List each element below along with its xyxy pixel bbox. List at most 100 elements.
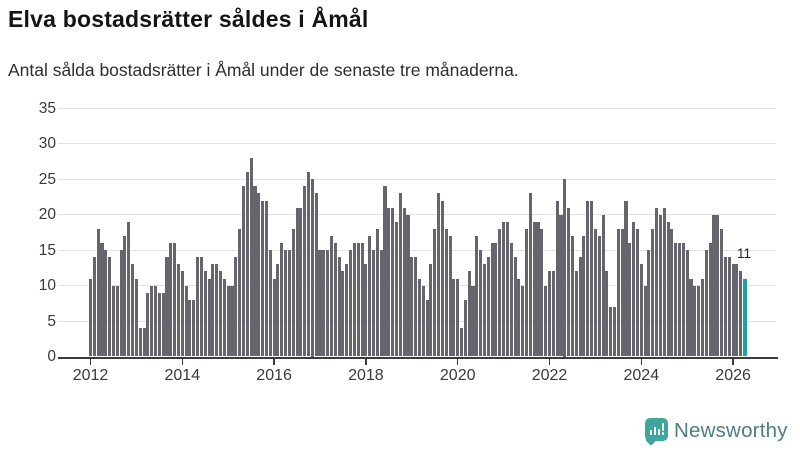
bar: [303, 186, 307, 357]
bar: [417, 278, 421, 357]
bar: [459, 328, 464, 357]
x-axis-tick: [365, 359, 367, 365]
y-axis-tick-label: 0: [47, 348, 56, 365]
bar: [727, 257, 731, 357]
bar: [712, 214, 716, 357]
bar: [632, 221, 636, 357]
x-axis-tick: [273, 359, 275, 365]
bar: [192, 299, 196, 357]
bar: [479, 250, 483, 357]
bar: [440, 200, 444, 357]
y-axis-tick-label: 15: [38, 241, 56, 259]
x-axis-tick: [640, 359, 643, 365]
bar: [521, 285, 525, 357]
bar: [570, 235, 574, 357]
bar: [241, 186, 246, 357]
gridline: [58, 249, 776, 251]
bar: [410, 257, 414, 357]
bar: [157, 292, 161, 357]
bar: [586, 200, 590, 357]
bar: [276, 264, 280, 357]
bar: [555, 200, 559, 357]
bar: [421, 285, 425, 357]
bar: [448, 235, 452, 357]
bar: [203, 271, 207, 357]
bar: [268, 250, 272, 357]
bar: [655, 207, 659, 357]
bar: [196, 257, 200, 357]
bar: [563, 179, 567, 357]
mini-bar-icon: [649, 430, 653, 435]
bar: [199, 257, 203, 357]
x-axis-line: [58, 356, 778, 359]
bar: [394, 221, 399, 357]
x-axis-tick-label: 2022: [531, 366, 568, 384]
bar: [123, 235, 127, 357]
bar: [651, 228, 655, 357]
bar: [704, 250, 708, 357]
bar: [352, 243, 356, 357]
bar: [88, 278, 93, 357]
bar: [567, 207, 571, 357]
bar: [582, 235, 586, 357]
bar: [173, 243, 177, 357]
bar: [131, 264, 135, 357]
bar: [345, 264, 349, 357]
x-axis-tick: [89, 359, 92, 365]
gridline: [58, 107, 776, 109]
y-axis-tick-label: 10: [38, 277, 56, 295]
bar: [280, 243, 284, 357]
bar: [306, 172, 311, 357]
bar: [444, 228, 448, 357]
gridline: [58, 214, 776, 216]
bar: [482, 264, 487, 357]
bar: [620, 228, 624, 357]
bar: [708, 243, 712, 357]
bar: [138, 328, 142, 357]
bar: [505, 221, 509, 357]
bar: [547, 271, 552, 357]
bar: [731, 264, 735, 357]
bar: [467, 271, 471, 357]
bar: [494, 243, 498, 357]
bar: [142, 328, 146, 357]
bar: [414, 257, 418, 357]
bar: [329, 235, 334, 357]
bar: [578, 257, 582, 357]
bar: [146, 292, 150, 357]
bar: [161, 292, 165, 357]
bar: [119, 250, 123, 357]
bar: [127, 221, 131, 357]
y-axis-tick-label: 25: [38, 170, 56, 188]
bar: [612, 306, 617, 357]
bar: [245, 172, 249, 357]
bar: [437, 193, 441, 357]
bar: [165, 257, 169, 357]
bar: [360, 243, 364, 357]
bar: [689, 278, 693, 357]
bar: [616, 228, 620, 357]
bar: [402, 207, 406, 357]
bar: [716, 214, 720, 357]
bar: [559, 214, 563, 357]
bar: [111, 285, 115, 357]
bar: [341, 271, 345, 357]
x-axis-tick-label: 2020: [439, 366, 476, 384]
bar: [219, 271, 223, 357]
x-axis-tick: [181, 359, 184, 365]
bar: [593, 228, 597, 357]
bar: [249, 157, 253, 357]
bar: [372, 250, 376, 357]
bar: [681, 243, 685, 357]
bar: [153, 285, 158, 357]
bar: [536, 221, 540, 357]
bar: [134, 278, 138, 357]
bar: [678, 243, 682, 357]
bar: [387, 207, 391, 357]
bar: [574, 271, 578, 357]
bar: [700, 278, 705, 357]
bar: [337, 257, 341, 357]
bar: [674, 243, 678, 357]
bar: [525, 228, 529, 357]
